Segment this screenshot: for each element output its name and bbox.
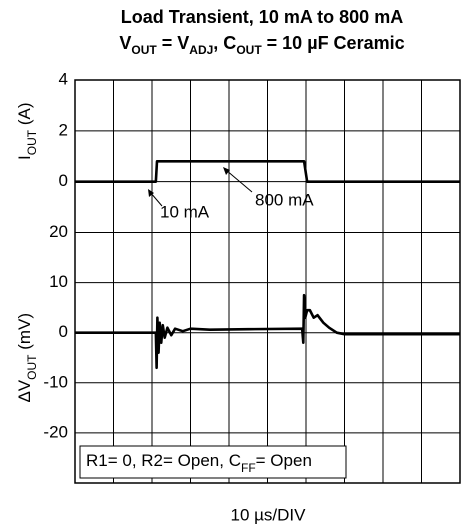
annotation-box bbox=[79, 445, 347, 479]
subscript: FF bbox=[241, 461, 256, 475]
y-tick-label: 4 bbox=[59, 69, 68, 88]
text-part: , C bbox=[213, 33, 236, 53]
text-part: (mV) bbox=[15, 313, 34, 355]
text-part: ΔV bbox=[15, 379, 34, 402]
trace bbox=[75, 160, 460, 183]
chart-subtitle: VOUT = VADJ, COUT = 10 µF Ceramic bbox=[119, 33, 404, 57]
text-part: = 10 µF Ceramic bbox=[262, 33, 405, 53]
arrow-head bbox=[223, 167, 230, 175]
annotation-arrow bbox=[225, 169, 253, 193]
y-tick-label: 20 bbox=[49, 222, 68, 241]
text-part: = Open bbox=[256, 451, 312, 470]
trace bbox=[75, 293, 460, 370]
vertical-grid bbox=[113, 80, 422, 483]
subscript: OUT bbox=[236, 43, 262, 57]
subscript: OUT bbox=[131, 43, 157, 57]
subscript: OUT bbox=[25, 354, 39, 380]
text-part: = V bbox=[157, 33, 190, 53]
x-axis-label: 10 µs/DIV bbox=[231, 505, 307, 524]
y-tick-label: 2 bbox=[59, 120, 68, 139]
annotation-box-text: R1= 0, R2= Open, CFF= Open bbox=[86, 451, 312, 475]
y-tick-label: -10 bbox=[43, 372, 68, 391]
y-axis-label: IOUT (A) bbox=[15, 103, 39, 160]
y-tick-label: -20 bbox=[43, 422, 68, 441]
subscript: OUT bbox=[25, 129, 39, 155]
text-part: V bbox=[119, 33, 131, 53]
annotation: 10 mA bbox=[160, 202, 210, 221]
chart-title: Load Transient, 10 mA to 800 mA bbox=[121, 7, 403, 27]
arrow-head bbox=[148, 189, 154, 197]
text-part: (A) bbox=[15, 103, 34, 130]
subscript: ADJ bbox=[189, 43, 213, 57]
y-tick-label: 0 bbox=[59, 322, 68, 341]
text-part: R1= 0, R2= Open, C bbox=[86, 451, 241, 470]
annotation: 800 mA bbox=[255, 190, 314, 209]
y-axis-label: ΔVOUT (mV) bbox=[15, 313, 39, 403]
y-tick-label: 0 bbox=[59, 171, 68, 190]
text-part: I bbox=[15, 155, 34, 160]
y-tick-label: 10 bbox=[49, 272, 68, 291]
